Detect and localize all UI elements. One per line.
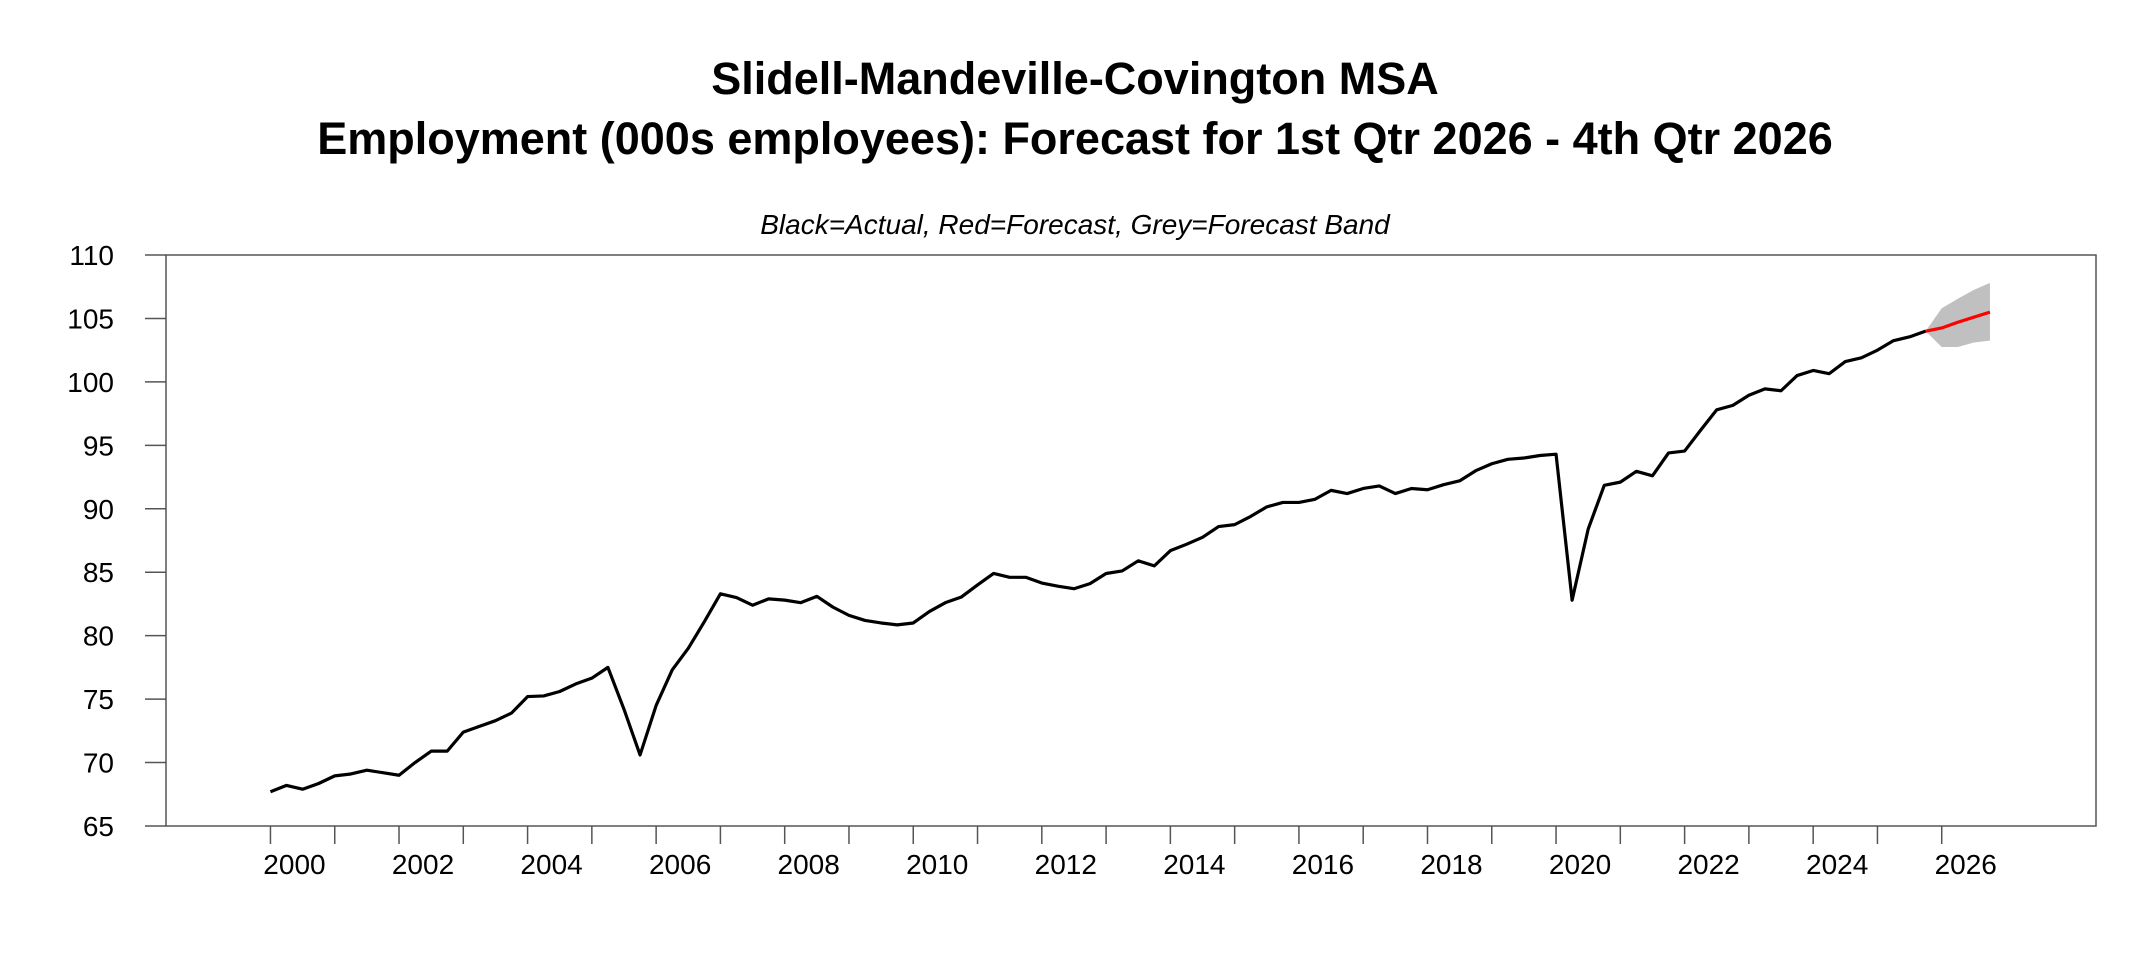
y-tick-label: 80 [83,621,114,652]
x-tick-label: 2006 [649,849,711,880]
x-tick-label: 2004 [520,849,582,880]
plot-frame [165,254,2097,827]
x-tick-label: 2026 [1935,849,1997,880]
x-tick-label: 2012 [1035,849,1097,880]
y-tick-label: 65 [83,811,114,842]
x-tick-label: 2010 [906,849,968,880]
forecast-series-line [1925,310,1991,333]
x-tick-label: 2002 [392,849,454,880]
y-tick-label: 100 [67,367,114,398]
x-tick-label: 2000 [263,849,325,880]
y-tick-label: 110 [69,240,114,271]
y-tick-label: 90 [83,494,114,525]
x-tick-label: 2020 [1549,849,1611,880]
y-tick-label: 70 [83,748,114,779]
chart-title-line-1: Slidell-Mandeville-Covington MSA [711,53,1439,104]
actual-series-line [269,329,1927,794]
chart-subtitle: Black=Actual, Red=Forecast, Grey=Forecas… [760,209,1391,240]
y-tick-label: 85 [83,557,114,588]
series-layer [269,310,1991,794]
y-tick-label: 105 [67,303,114,334]
x-tick-label: 2018 [1420,849,1482,880]
chart-title-line-2: Employment (000s employees): Forecast fo… [317,113,1833,164]
y-tick-label: 95 [83,430,114,461]
y-tick-label: 75 [83,684,114,715]
x-tick-label: 2016 [1292,849,1354,880]
x-tick-label: 2014 [1163,849,1225,880]
forecast-band [1925,282,1990,347]
x-tick-label: 2008 [778,849,840,880]
axes-layer: 65 70 75 80 85 90 95 100 105 110 2000 2002 2004 2006 2… [67,240,1997,880]
forecast-band-layer [1925,282,1990,347]
x-tick-label: 2022 [1677,849,1739,880]
x-tick-label: 2024 [1806,849,1868,880]
